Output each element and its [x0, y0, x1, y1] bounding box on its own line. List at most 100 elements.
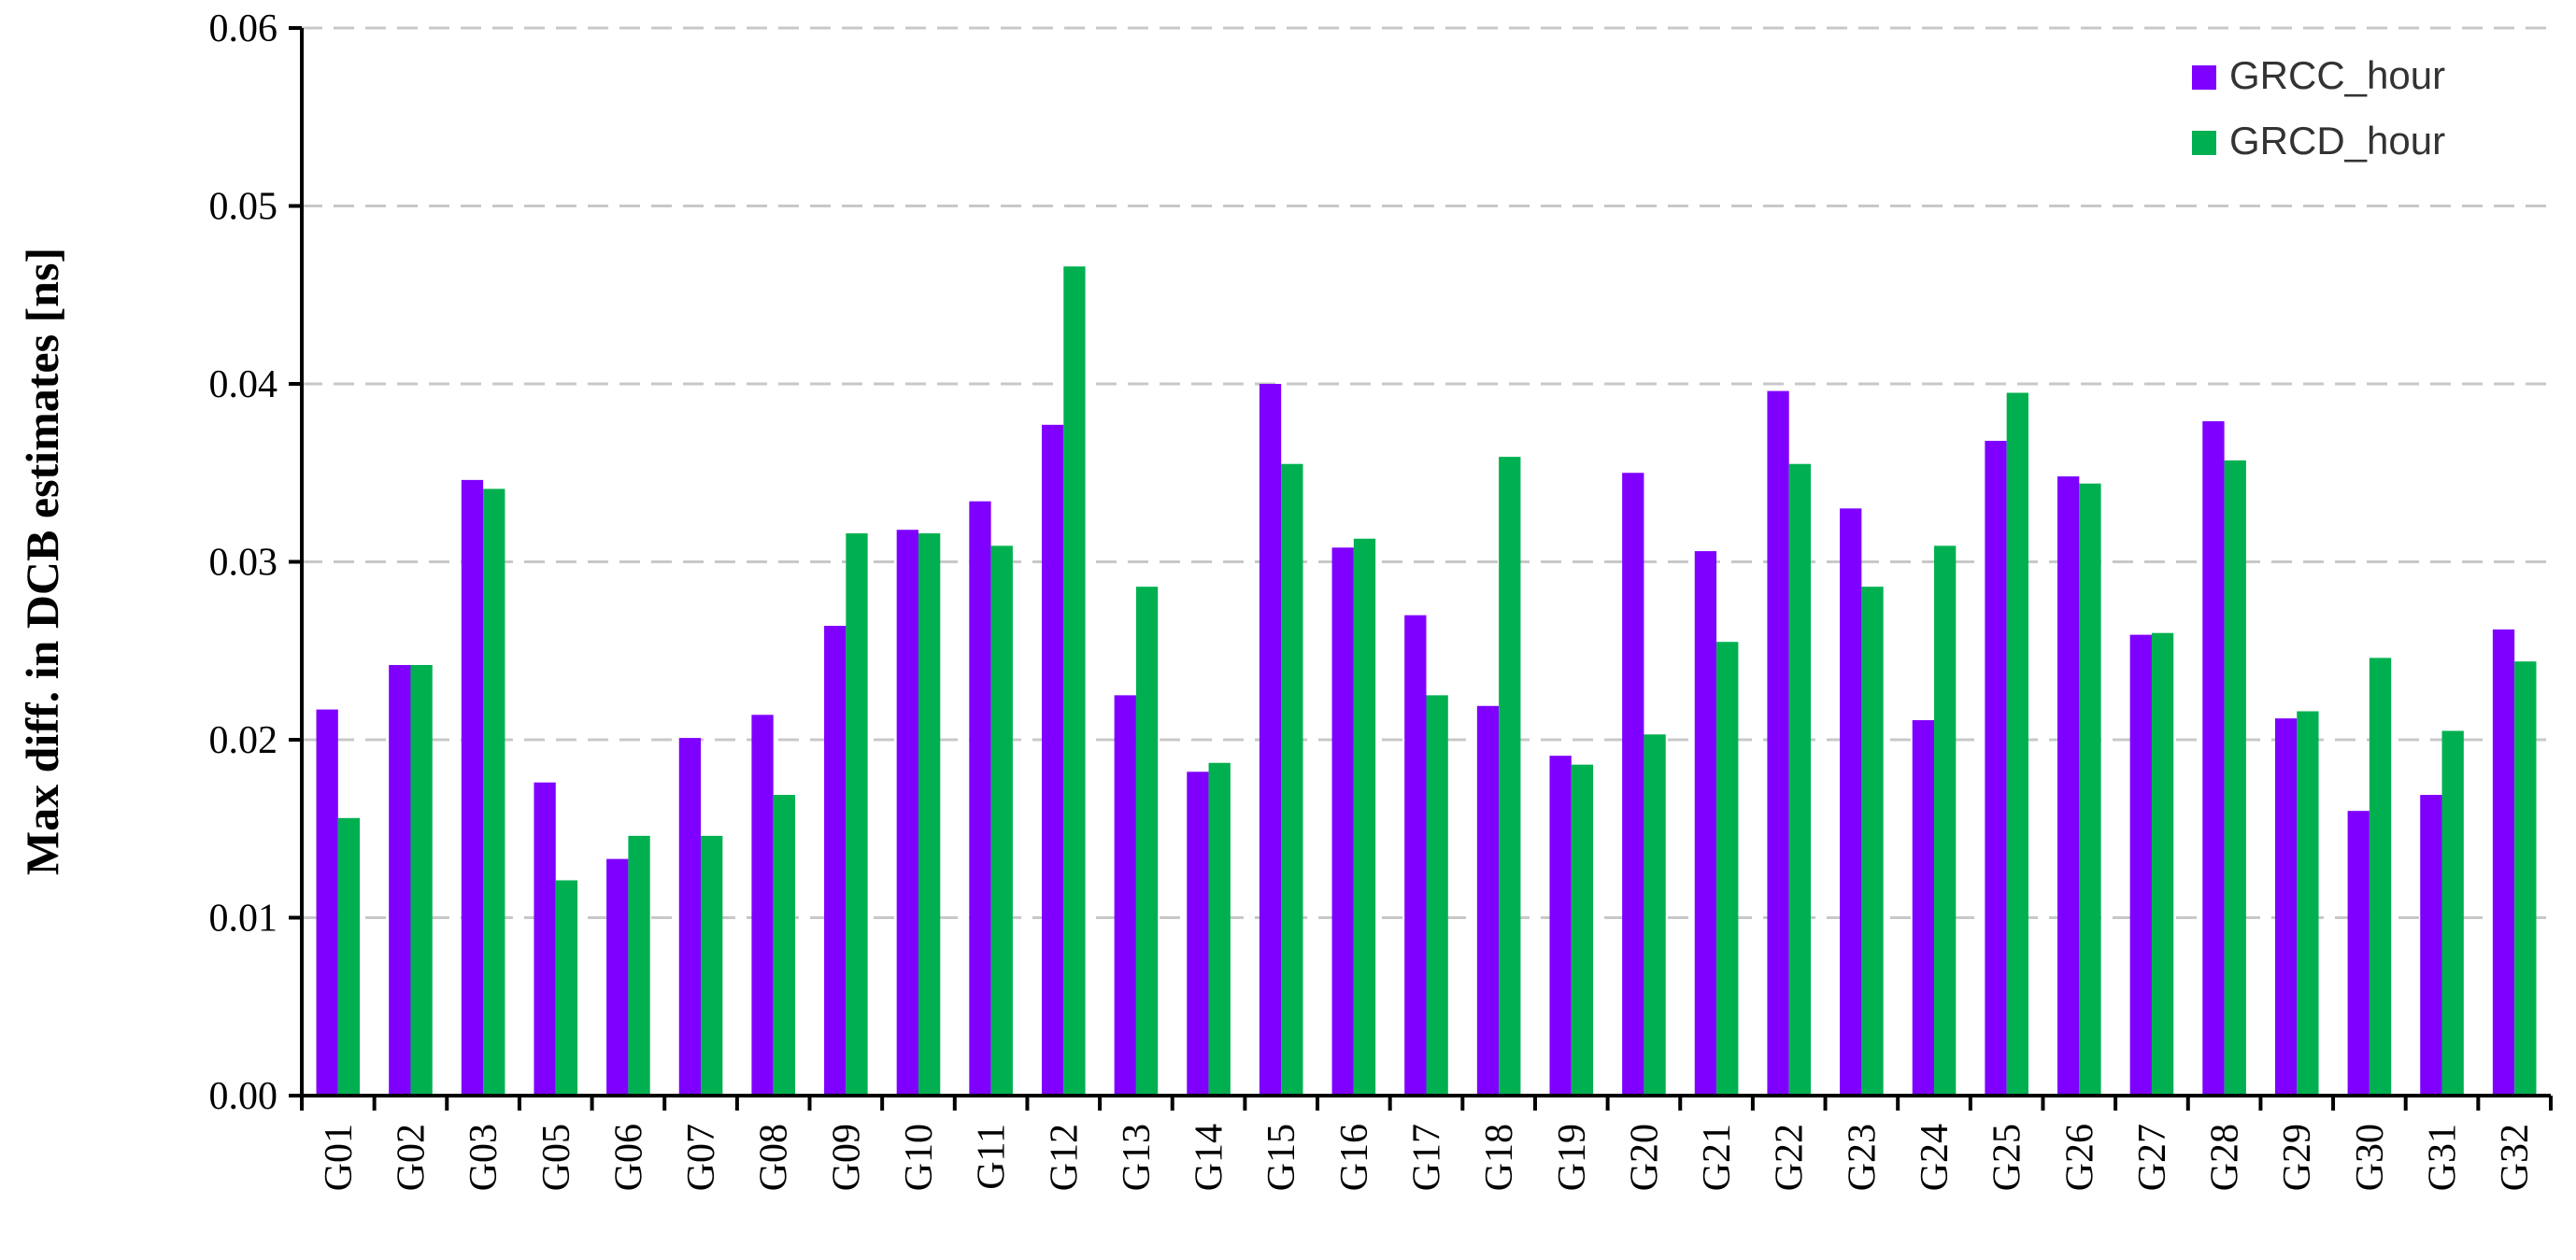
x-tick-label: G15	[1260, 1124, 1303, 1191]
bar-GRCC_hour-G17	[1404, 615, 1427, 1096]
bar-GRCC_hour-G09	[824, 626, 847, 1096]
bar-GRCD_hour-G03	[483, 488, 505, 1096]
bar-GRCD_hour-G14	[1208, 762, 1231, 1096]
x-tick-label: G17	[1406, 1124, 1449, 1191]
bar-GRCD_hour-G11	[990, 545, 1013, 1096]
y-tick-label: 0.00	[209, 1075, 278, 1118]
bar-GRCC_hour-G16	[1331, 547, 1354, 1096]
bar-GRCC_hour-G01	[316, 709, 338, 1096]
y-tick-label: 0.06	[209, 7, 278, 50]
bar-GRCC_hour-G26	[2057, 476, 2080, 1096]
bar-GRCC_hour-G13	[1114, 695, 1136, 1096]
y-tick-label: 0.01	[209, 898, 278, 941]
bar-GRCC_hour-G23	[1840, 508, 1862, 1096]
x-tick-label: G21	[1696, 1124, 1739, 1191]
bar-GRCD_hour-G27	[2151, 632, 2174, 1096]
bar-GRCC_hour-G18	[1476, 705, 1500, 1096]
bar-GRCD_hour-G02	[410, 664, 433, 1096]
bar-GRCC_hour-G29	[2274, 718, 2298, 1096]
bar-GRCD_hour-G07	[701, 835, 723, 1096]
x-tick-label: G32	[2494, 1124, 2537, 1191]
legend-swatch-GRCC_hour	[2192, 65, 2216, 90]
bar-GRCD_hour-G20	[1644, 734, 1666, 1096]
bar-GRCD_hour-G31	[2441, 730, 2464, 1096]
x-tick-label: G01	[318, 1124, 361, 1191]
bar-GRCC_hour-G08	[751, 715, 774, 1096]
bar-GRCC_hour-G20	[1622, 473, 1644, 1096]
bar-GRCD_hour-G32	[2514, 661, 2537, 1096]
bar-GRCD_hour-G17	[1426, 695, 1448, 1096]
bar-GRCC_hour-G03	[461, 479, 484, 1096]
bars	[316, 266, 2537, 1097]
y-tick-label: 0.02	[209, 719, 278, 762]
x-tick-label: G07	[680, 1124, 723, 1191]
bar-GRCC_hour-G06	[606, 858, 629, 1096]
bar-GRCD_hour-G19	[1571, 764, 1594, 1096]
x-tick-label: G23	[1841, 1124, 1884, 1191]
bar-GRCD_hour-G06	[628, 835, 650, 1096]
x-tick-label: G31	[2422, 1124, 2465, 1191]
bar-GRCD_hour-G26	[2079, 483, 2101, 1096]
bar-GRCC_hour-G27	[2129, 634, 2152, 1096]
x-tick-label: G09	[825, 1124, 868, 1191]
bar-GRCC_hour-G11	[969, 501, 991, 1096]
bar-GRCC_hour-G22	[1767, 390, 1789, 1096]
x-tick-label: G13	[1116, 1124, 1159, 1191]
bar-GRCC_hour-G05	[534, 782, 556, 1096]
x-tick-label: G03	[463, 1124, 505, 1191]
bar-GRCD_hour-G30	[2369, 658, 2392, 1096]
bar-GRCD_hour-G29	[2297, 711, 2319, 1096]
x-tick-label: G25	[1986, 1124, 2029, 1191]
x-tick-label: G16	[1333, 1124, 1376, 1191]
x-tick-label: G20	[1623, 1124, 1666, 1191]
x-tick-label: G29	[2276, 1124, 2319, 1191]
bar-GRCC_hour-G25	[1985, 440, 2007, 1097]
bar-GRCD_hour-G05	[555, 880, 578, 1096]
y-tick-label: 0.05	[209, 186, 278, 229]
bar-GRCD_hour-G09	[846, 533, 868, 1096]
x-tick-label: G11	[971, 1124, 1014, 1190]
bar-GRCD_hour-G22	[1788, 463, 1812, 1097]
x-tick-label: G19	[1551, 1124, 1594, 1191]
x-tick-label: G02	[390, 1124, 433, 1191]
bar-GRCC_hour-G02	[389, 664, 411, 1096]
bar-GRCC_hour-G24	[1912, 720, 1935, 1096]
x-tick-label: G06	[607, 1124, 650, 1191]
bar-GRCD_hour-G15	[1281, 463, 1303, 1097]
bar-GRCC_hour-G19	[1549, 756, 1572, 1096]
bar-GRCC_hour-G15	[1259, 384, 1282, 1096]
bar-GRCC_hour-G07	[678, 738, 702, 1096]
y-tick-label: 0.03	[209, 542, 278, 585]
bar-GRCD_hour-G28	[2224, 460, 2246, 1096]
legend-label: GRCC_hour	[2229, 53, 2445, 97]
y-axis-title: Max diff. in DCB estimates [ns]	[16, 248, 68, 875]
bar-GRCC_hour-G28	[2202, 421, 2225, 1096]
x-ticks: G01 G02 G03 G05 G06 G07 G08 G09 G10 G11 G12 G13 G14 G…	[300, 1096, 2553, 1191]
bar-GRCC_hour-G12	[1041, 424, 1064, 1096]
bar-GRCD_hour-G21	[1716, 642, 1739, 1096]
bar-GRCD_hour-G08	[773, 795, 795, 1096]
x-tick-label: G14	[1188, 1124, 1231, 1191]
x-tick-label: G24	[1914, 1124, 1957, 1191]
bar-GRCD_hour-G18	[1499, 457, 1521, 1097]
bar-GRCD_hour-G12	[1063, 266, 1086, 1096]
bar-GRCC_hour-G10	[896, 530, 918, 1096]
bar-GRCD_hour-G01	[337, 817, 361, 1096]
bar-GRCC_hour-G31	[2420, 795, 2442, 1096]
bar-GRCD_hour-G25	[2006, 392, 2028, 1096]
legend-label: GRCD_hour	[2229, 119, 2445, 163]
y-ticks: 0.00 0.01 0.02 0.03 0.04 0.05 0.06	[209, 7, 302, 1118]
bar-GRCD_hour-G24	[1934, 545, 1957, 1096]
bar-GRCD_hour-G23	[1861, 587, 1884, 1096]
bar-GRCC_hour-G32	[2492, 629, 2515, 1096]
x-tick-label: G08	[753, 1124, 796, 1191]
legend: GRCC_hour GRCD_hour	[2192, 53, 2445, 163]
bar-GRCC_hour-G14	[1187, 772, 1209, 1096]
bar-GRCD_hour-G13	[1135, 587, 1159, 1096]
x-tick-label: G28	[2204, 1124, 2247, 1191]
y-tick-label: 0.04	[209, 363, 278, 406]
x-tick-label: G10	[898, 1124, 941, 1191]
x-tick-label: G05	[535, 1124, 578, 1191]
x-tick-label: G30	[2349, 1124, 2392, 1191]
